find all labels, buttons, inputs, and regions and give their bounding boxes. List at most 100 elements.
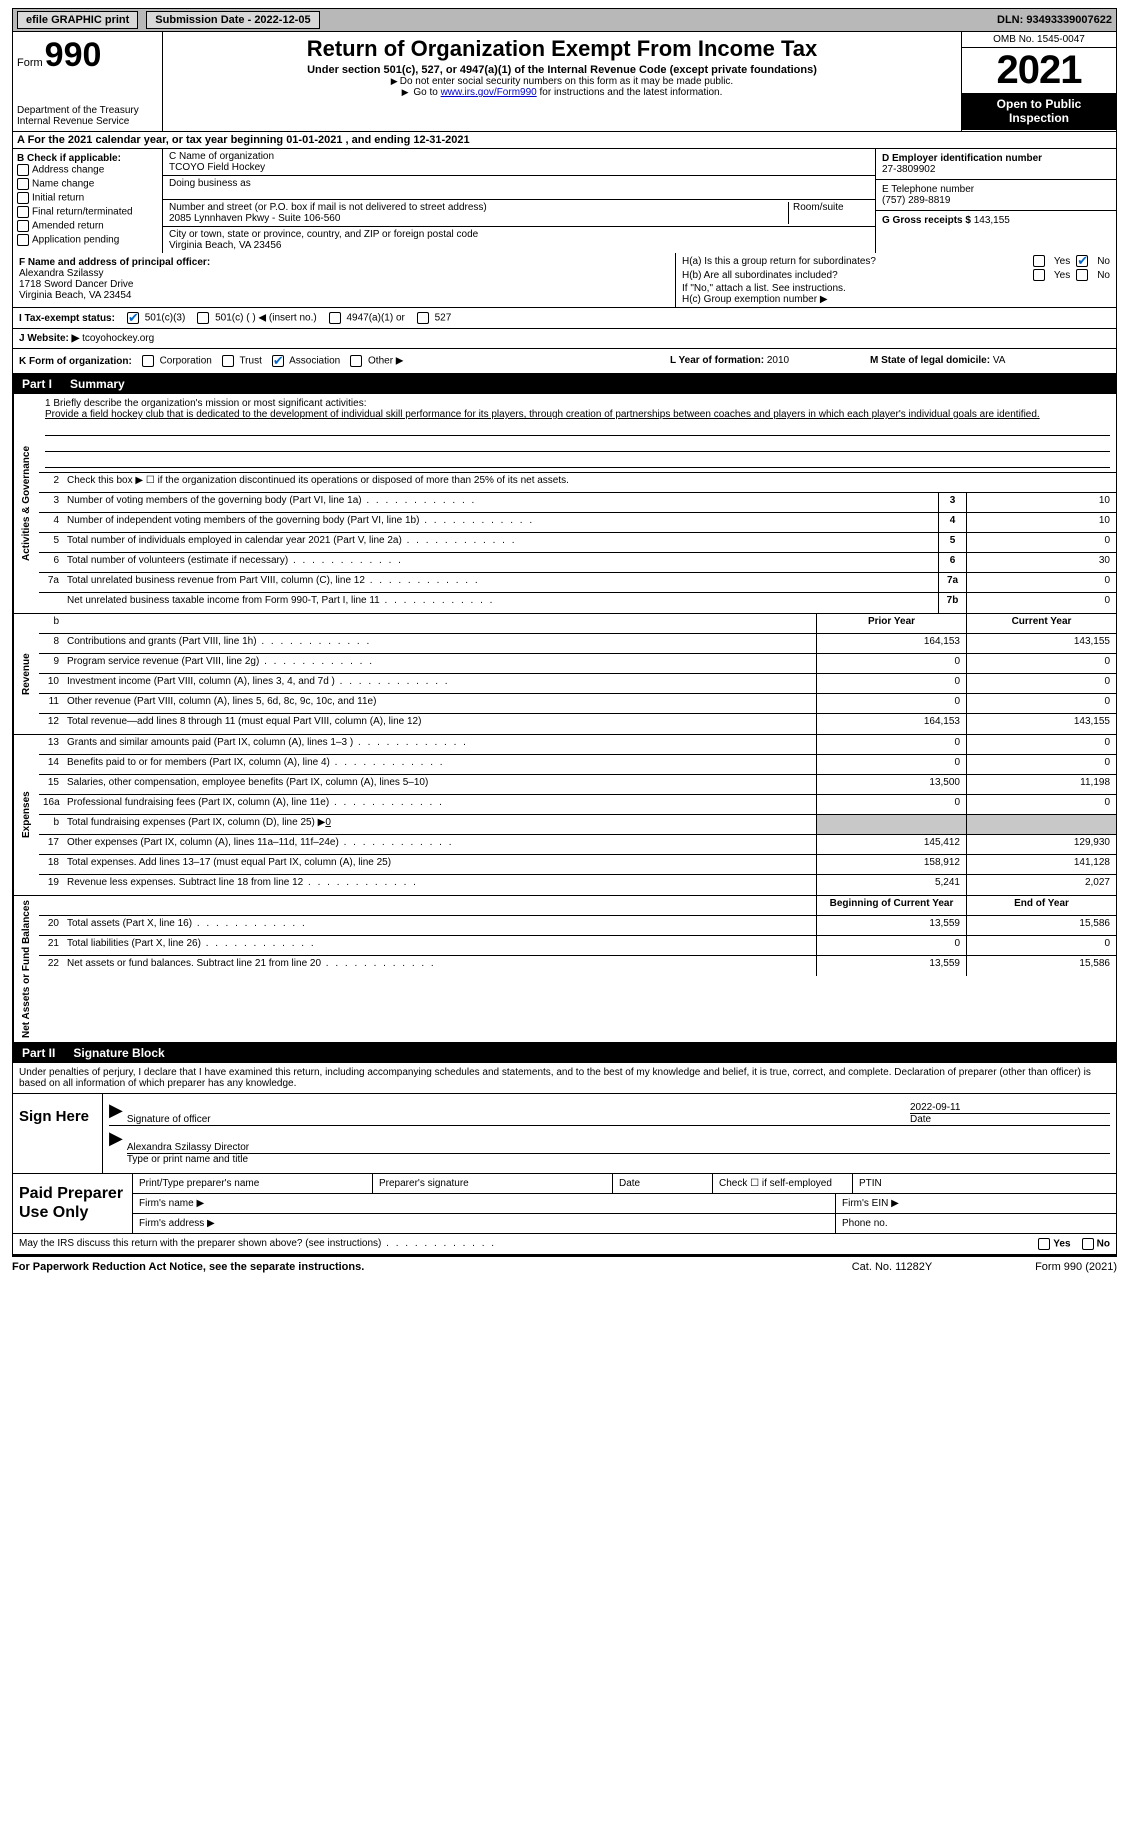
line-4-desc: Number of independent voting members of … [63, 513, 938, 532]
discuss-no: No [1097, 1239, 1110, 1250]
hb-yes: Yes [1054, 270, 1070, 281]
goto-post: for instructions and the latest informat… [540, 87, 723, 98]
chk-discuss-no[interactable] [1082, 1238, 1094, 1250]
line-17-curr: 129,930 [966, 835, 1116, 854]
row-a-text: A For the 2021 calendar year, or tax yea… [17, 134, 470, 146]
footer-form: Form 990 (2021) [967, 1261, 1117, 1273]
hb-no: No [1097, 270, 1110, 281]
chk-4947[interactable] [329, 312, 341, 324]
side-activities: Activities & Governance [13, 394, 39, 613]
line-8-desc: Contributions and grants (Part VIII, lin… [63, 634, 816, 653]
discuss-row: May the IRS discuss this return with the… [12, 1234, 1117, 1255]
part-1-title: Summary [62, 374, 133, 394]
revenue-section: Revenue bPrior YearCurrent Year 8Contrib… [12, 614, 1117, 735]
pp-date: Date [613, 1174, 713, 1193]
line-3-desc: Number of voting members of the governin… [63, 493, 938, 512]
officer-label: F Name and address of principal officer: [19, 257, 210, 268]
col-begin-year: Beginning of Current Year [816, 896, 966, 915]
line-19-prior: 5,241 [816, 875, 966, 895]
sign-here-label: Sign Here [13, 1094, 103, 1173]
chk-final-return[interactable] [17, 206, 29, 218]
line-15-desc: Salaries, other compensation, employee b… [63, 775, 816, 794]
line-16a-desc: Professional fundraising fees (Part IX, … [63, 795, 816, 814]
goto-pre: Go to [413, 87, 440, 98]
line-9-desc: Program service revenue (Part VIII, line… [63, 654, 816, 673]
discuss-question: May the IRS discuss this return with the… [19, 1238, 1038, 1250]
chk-ha-no[interactable] [1076, 255, 1088, 267]
hb-label: H(b) Are all subordinates included? [682, 270, 1027, 281]
chk-hb-yes[interactable] [1033, 269, 1045, 281]
line-7b-val: 0 [966, 593, 1116, 613]
chk-trust[interactable] [222, 355, 234, 367]
line-22-prior: 13,559 [816, 956, 966, 976]
chk-hb-no[interactable] [1076, 269, 1088, 281]
row-i-tax-status: I Tax-exempt status: 501(c)(3) 501(c) ( … [12, 308, 1117, 329]
room-label: Room/suite [793, 202, 869, 213]
irs-label: Internal Revenue Service [17, 116, 158, 127]
ein-value: 27-3809902 [882, 164, 935, 175]
chk-501c3[interactable] [127, 312, 139, 324]
chk-association[interactable] [272, 355, 284, 367]
line-11-curr: 0 [966, 694, 1116, 713]
cell-telephone: E Telephone number (757) 289-8819 [876, 180, 1116, 211]
submission-date-button[interactable]: Submission Date - 2022-12-05 [146, 11, 319, 29]
sig-date-value: 2022-09-11 [910, 1102, 1110, 1114]
line-12-prior: 164,153 [816, 714, 966, 734]
chk-name-change[interactable] [17, 178, 29, 190]
lbl-4947: 4947(a)(1) or [346, 313, 404, 324]
line-13-prior: 0 [816, 735, 966, 754]
omb-number: OMB No. 1545-0047 [962, 32, 1116, 48]
row-a-calendar-year: A For the 2021 calendar year, or tax yea… [12, 132, 1117, 149]
net-assets-section: Net Assets or Fund Balances Beginning of… [12, 896, 1117, 1043]
lbl-501c3: 501(c)(3) [145, 313, 186, 324]
sig-name-label: Type or print name and title [127, 1154, 248, 1165]
org-name: TCOYO Field Hockey [169, 162, 265, 173]
cell-ein: D Employer identification number 27-3809… [876, 149, 1116, 180]
chk-discuss-yes[interactable] [1038, 1238, 1050, 1250]
chk-address-change[interactable] [17, 164, 29, 176]
header-center: Return of Organization Exempt From Incom… [163, 32, 962, 131]
irs-link[interactable]: www.irs.gov/Form990 [441, 87, 537, 98]
city-value: Virginia Beach, VA 23456 [169, 240, 282, 251]
line-13-desc: Grants and similar amounts paid (Part IX… [63, 735, 816, 754]
line-7a-desc: Total unrelated business revenue from Pa… [63, 573, 938, 592]
chk-initial-return[interactable] [17, 192, 29, 204]
tel-value: (757) 289-8819 [882, 195, 950, 206]
line-7b-desc: Net unrelated business taxable income fr… [63, 593, 938, 613]
mission-uline-1 [45, 422, 1110, 436]
chk-other[interactable] [350, 355, 362, 367]
chk-amended-return[interactable] [17, 220, 29, 232]
chk-527[interactable] [417, 312, 429, 324]
m-value: VA [993, 355, 1006, 366]
m-label: M State of legal domicile: [870, 355, 990, 366]
dba-label: Doing business as [169, 178, 869, 189]
efile-print-button[interactable]: efile GRAPHIC print [17, 11, 138, 29]
line-5-val: 0 [966, 533, 1116, 552]
col-d-ein: D Employer identification number 27-3809… [876, 149, 1116, 253]
header-left: Form 990 Department of the Treasury Inte… [13, 32, 163, 131]
line-5-desc: Total number of individuals employed in … [63, 533, 938, 552]
line-22-desc: Net assets or fund balances. Subtract li… [63, 956, 816, 976]
line-10-desc: Investment income (Part VIII, column (A)… [63, 674, 816, 693]
line-16b-desc: Total fundraising expenses (Part IX, col… [63, 815, 816, 834]
side-net-assets: Net Assets or Fund Balances [13, 896, 39, 1042]
ssn-warning: Do not enter social security numbers on … [169, 76, 955, 87]
form-990-page: efile GRAPHIC print Submission Date - 20… [0, 0, 1129, 1285]
chk-corporation[interactable] [142, 355, 154, 367]
part-2-title: Signature Block [65, 1043, 172, 1063]
chk-501c[interactable] [197, 312, 209, 324]
line-4-val: 10 [966, 513, 1116, 532]
pp-firm-name: Firm's name ▶ [133, 1194, 836, 1213]
address-label: Number and street (or P.O. box if mail i… [169, 202, 784, 213]
line-16a-prior: 0 [816, 795, 966, 814]
chk-application-pending[interactable] [17, 234, 29, 246]
line-22-curr: 15,586 [966, 956, 1116, 976]
chk-ha-yes[interactable] [1033, 255, 1045, 267]
k-label: K Form of organization: [19, 356, 132, 367]
pp-self-employed: Check ☐ if self-employed [713, 1174, 853, 1193]
section-bcd: B Check if applicable: Address change Na… [12, 149, 1117, 253]
sig-arrow-1: ▶ [109, 1100, 127, 1125]
line-10-prior: 0 [816, 674, 966, 693]
line-18-desc: Total expenses. Add lines 13–17 (must eq… [63, 855, 816, 874]
lbl-initial-return: Initial return [32, 193, 84, 204]
